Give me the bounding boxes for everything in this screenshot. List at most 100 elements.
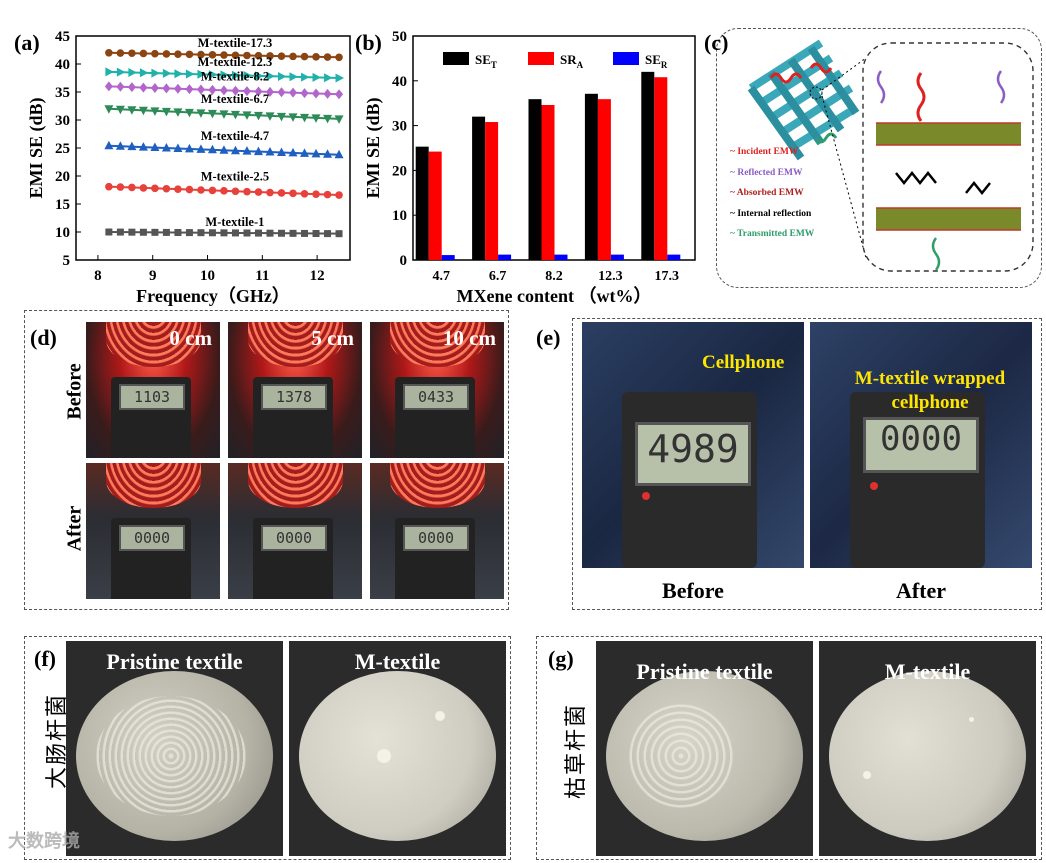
marker [174, 50, 182, 58]
transmitted-wave [814, 132, 838, 144]
marker [185, 50, 194, 59]
dish-g-pristine-label: Pristine textile [636, 659, 773, 684]
schematic-c [747, 39, 1034, 272]
y-tick-label-a: 25 [55, 141, 70, 157]
marker [324, 230, 332, 238]
marker [312, 53, 320, 61]
legend-absorbed: ~ Absorbed EMW [730, 188, 804, 198]
bar-sr-a [654, 77, 668, 260]
panel-f-frame [24, 636, 511, 860]
series-m-textile-17.3 [105, 49, 343, 62]
overlay-wrapped-cellphone: M-textile wrapped cellphone [854, 368, 1006, 413]
marker [289, 87, 298, 98]
marker [197, 186, 205, 194]
x-axis-label-a: Frequency（GHz） [136, 286, 290, 306]
marker [278, 229, 285, 237]
photo-d-before-1: 1103 0 cm [86, 322, 220, 458]
panel-g-frame [536, 636, 1042, 860]
zoom-box [862, 42, 1034, 272]
marker [115, 141, 125, 150]
marker [128, 228, 136, 236]
series-label: M-textile-12.3 [198, 55, 273, 69]
marker [289, 72, 299, 82]
meter-reading-e-before: 4989 [647, 427, 739, 471]
marker [323, 114, 333, 124]
marker [184, 143, 194, 153]
marker [173, 83, 182, 94]
marker [208, 84, 217, 95]
marker [104, 140, 114, 150]
y-tick-label-b: 50 [392, 29, 407, 45]
marker [266, 188, 274, 197]
series-m-textile-6.7 [104, 105, 344, 124]
marker [242, 111, 252, 120]
marker [116, 183, 125, 191]
x-tick-label-b: 6.7 [489, 269, 507, 284]
marker [335, 53, 343, 62]
marker [185, 185, 194, 194]
marker [151, 49, 159, 58]
panel-label-f: (f) [34, 646, 56, 671]
marker [162, 228, 170, 236]
marker [312, 88, 321, 99]
dish-g-mtextile: M-textile [819, 641, 1036, 856]
marker [207, 109, 217, 119]
y-tick-label-a: 45 [55, 29, 70, 45]
distance-label: 10 cm [442, 326, 496, 350]
watermark: 大数跨境 [8, 831, 80, 852]
marker [311, 148, 321, 158]
marker [116, 67, 126, 77]
bar-sr-a [428, 151, 442, 260]
marker [312, 190, 320, 198]
marker [300, 88, 309, 99]
marker [277, 147, 286, 156]
caption-e-after: After [895, 578, 947, 603]
series-label: M-textile-6.7 [201, 92, 269, 106]
chart-a: 8 9 10 11 12 5 10 15 20 25 30 35 40 45 Frequency（GHz） E… [26, 29, 351, 306]
marker [185, 229, 193, 237]
x-tick-label-b: 17.3 [655, 269, 680, 284]
series-m-textile-8.2 [104, 81, 344, 100]
marker [174, 69, 183, 79]
meter-reading: 1378 [261, 384, 327, 410]
marker [162, 184, 171, 193]
marker [162, 83, 171, 94]
marker [150, 107, 160, 116]
before-row-label: Before [63, 363, 86, 420]
mxene-layers-top [876, 122, 1021, 146]
meter-reading: 0000 [261, 525, 327, 551]
marker [312, 72, 322, 82]
marker [243, 229, 251, 237]
marker [139, 49, 148, 58]
marker [185, 84, 194, 95]
y-tick-label-b: 10 [392, 208, 407, 224]
marker [219, 85, 228, 96]
marker [161, 107, 171, 117]
series-label: M-textile-1 [205, 215, 264, 229]
marker [173, 143, 183, 152]
y-tick-label-b: 30 [392, 119, 407, 135]
marker [253, 146, 263, 156]
y-tick-label-a: 5 [63, 253, 71, 269]
marker [231, 229, 239, 237]
marker [138, 106, 148, 116]
legend-label-b: SRA [560, 52, 584, 70]
marker [288, 113, 298, 122]
series-m-textile-4.7 [104, 140, 344, 159]
photo-d-after-1: 0000 [86, 463, 220, 599]
marker [231, 70, 241, 80]
legend-label-b: SET [475, 52, 497, 70]
x-tick-label-a: 9 [149, 268, 157, 284]
marker [150, 142, 160, 152]
y-tick-label-a: 20 [55, 169, 70, 185]
series-label: M-textile-17.3 [198, 36, 273, 50]
y-tick-label-a: 35 [55, 85, 70, 101]
marker [151, 68, 160, 78]
photo-d-after-3: 0000 [370, 463, 504, 599]
meter-reading: 1103 [119, 384, 185, 410]
marker [105, 67, 114, 77]
panel-label-e: (e) [536, 325, 561, 350]
marker [289, 189, 297, 198]
marker [138, 142, 148, 151]
